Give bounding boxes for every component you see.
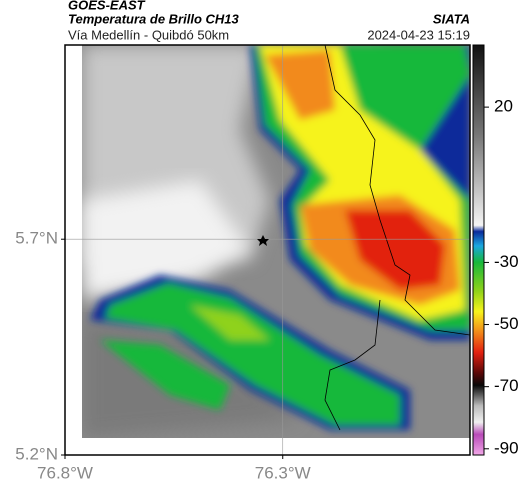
- ticks: 76.8°W 76.3°W 5.2°N 5.7°N 20 -30 -50 -70 -90: [15, 97, 518, 483]
- satellite-image: [65, 44, 471, 455]
- x-tick-label: 76.3°W: [255, 463, 311, 482]
- title-line2: Temperatura de Brillo CH13: [68, 11, 240, 26]
- subtitle: Vía Medellín - Quibdó 50km: [68, 27, 229, 42]
- colorbar-tick-label: -30: [494, 252, 519, 271]
- x-tick-label: 76.8°W: [37, 463, 93, 482]
- location-marker: [257, 235, 269, 246]
- colorbar-tick-label: 20: [494, 97, 513, 116]
- timestamp: 2024-04-23 15:19: [367, 27, 470, 42]
- colorbar-tick-label: -90: [494, 438, 519, 457]
- right-title: SIATA: [433, 11, 470, 26]
- colorbar: [472, 44, 485, 456]
- colorbar-tick-label: -70: [494, 376, 519, 395]
- colorbar-tick-label: -50: [494, 314, 519, 333]
- map-frame: [64, 44, 471, 456]
- y-tick-label: 5.2°N: [15, 444, 58, 463]
- title-line1: GOES-EAST: [68, 0, 146, 12]
- y-tick-label: 5.7°N: [15, 229, 58, 248]
